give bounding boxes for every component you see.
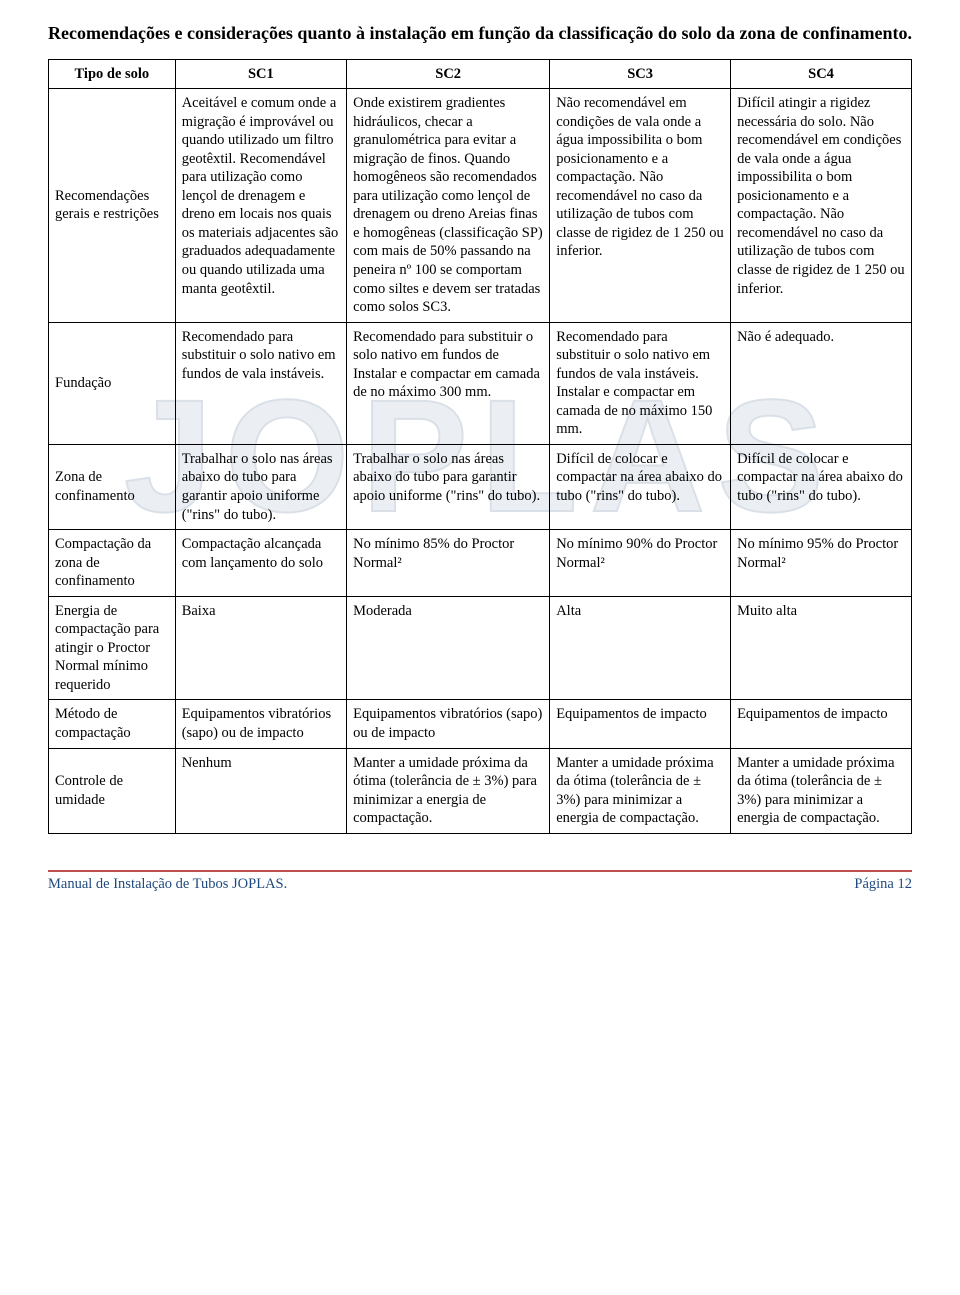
col-header-sc4: SC4 <box>731 59 912 89</box>
cell: Trabalhar o solo nas áreas abaixo do tub… <box>175 444 346 529</box>
cell: Equipamentos de impacto <box>550 700 731 748</box>
table-row: Zona de confinamento Trabalhar o solo na… <box>49 444 912 529</box>
cell: No mínimo 90% do Proctor Normal² <box>550 530 731 597</box>
cell: Onde existirem gradientes hidráulicos, c… <box>347 89 550 323</box>
row-label: Recomendações gerais e restrições <box>49 89 176 323</box>
table-row: Método de compactação Equipamentos vibra… <box>49 700 912 748</box>
page-footer: Manual de Instalação de Tubos JOPLAS. Pá… <box>48 876 912 893</box>
row-label: Controle de umidade <box>49 748 176 833</box>
cell: No mínimo 85% do Proctor Normal² <box>347 530 550 597</box>
col-header-sc1: SC1 <box>175 59 346 89</box>
cell: Difícil de colocar e compactar na área a… <box>550 444 731 529</box>
cell: Aceitável e comum onde a migração é impr… <box>175 89 346 323</box>
table-row: Recomendações gerais e restrições Aceitá… <box>49 89 912 323</box>
cell: Não recomendável em condições de vala on… <box>550 89 731 323</box>
row-label: Energia de compactação para atingir o Pr… <box>49 596 176 700</box>
row-label: Zona de confinamento <box>49 444 176 529</box>
table-header-row: Tipo de solo SC1 SC2 SC3 SC4 <box>49 59 912 89</box>
cell: Equipamentos vibratórios (sapo) ou de im… <box>175 700 346 748</box>
cell: Não é adequado. <box>731 322 912 444</box>
col-header-tipo: Tipo de solo <box>49 59 176 89</box>
footer-rule <box>48 870 912 872</box>
col-header-sc2: SC2 <box>347 59 550 89</box>
recommendations-table: Tipo de solo SC1 SC2 SC3 SC4 Recomendaçõ… <box>48 59 912 834</box>
cell: Alta <box>550 596 731 700</box>
cell: Moderada <box>347 596 550 700</box>
row-label: Compactação da zona de confinamento <box>49 530 176 597</box>
cell: Muito alta <box>731 596 912 700</box>
page-content: Recomendações e considerações quanto à i… <box>48 22 912 893</box>
cell: Difícil de colocar e compactar na área a… <box>731 444 912 529</box>
table-row: Compactação da zona de confinamento Comp… <box>49 530 912 597</box>
row-label: Método de compactação <box>49 700 176 748</box>
cell: Baixa <box>175 596 346 700</box>
table-row: Energia de compactação para atingir o Pr… <box>49 596 912 700</box>
cell: Manter a umidade próxima da ótima (toler… <box>731 748 912 833</box>
cell: Recomendado para substituir o solo nativ… <box>175 322 346 444</box>
cell: Difícil atingir a rigidez necessária do … <box>731 89 912 323</box>
cell: Manter a umidade próxima da ótima (toler… <box>550 748 731 833</box>
table-row: Controle de umidade Nenhum Manter a umid… <box>49 748 912 833</box>
cell: Recomendado para substituir o solo nativ… <box>550 322 731 444</box>
table-row: Fundação Recomendado para substituir o s… <box>49 322 912 444</box>
cell: Nenhum <box>175 748 346 833</box>
row-label: Fundação <box>49 322 176 444</box>
col-header-sc3: SC3 <box>550 59 731 89</box>
cell: Equipamentos vibratórios (sapo) ou de im… <box>347 700 550 748</box>
cell: Equipamentos de impacto <box>731 700 912 748</box>
cell: No mínimo 95% do Proctor Normal² <box>731 530 912 597</box>
footer-left: Manual de Instalação de Tubos JOPLAS. <box>48 876 287 893</box>
footer-right: Página 12 <box>854 876 912 893</box>
cell: Manter a umidade próxima da ótima (toler… <box>347 748 550 833</box>
cell: Compactação alcançada com lançamento do … <box>175 530 346 597</box>
cell: Recomendado para substituir o solo nativ… <box>347 322 550 444</box>
cell: Trabalhar o solo nas áreas abaixo do tub… <box>347 444 550 529</box>
page-title: Recomendações e considerações quanto à i… <box>48 22 912 45</box>
